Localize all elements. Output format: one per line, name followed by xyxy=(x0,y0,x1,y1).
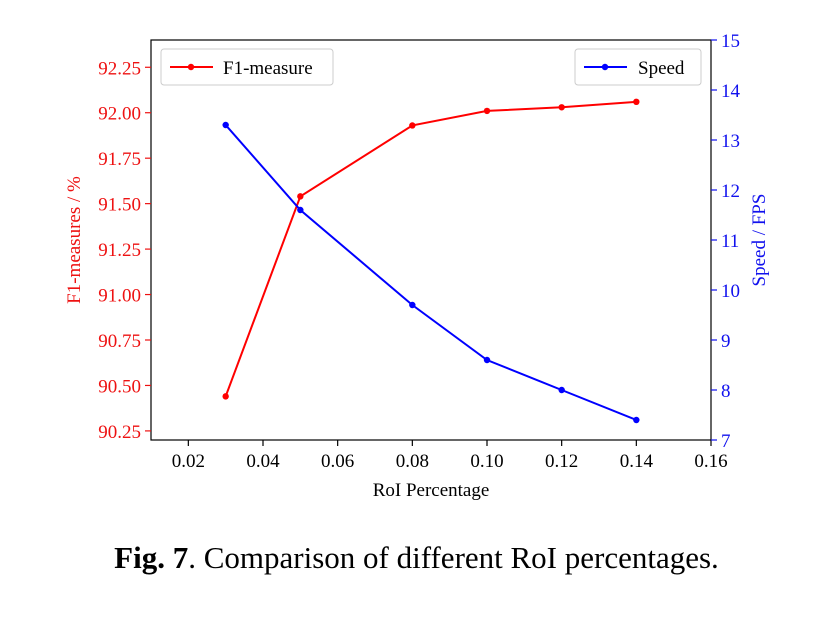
right-y-tick-label: 13 xyxy=(721,131,740,152)
data-point xyxy=(297,206,304,214)
legend-label-f1: F1-measure xyxy=(223,58,313,79)
right-y-tick-label: 15 xyxy=(721,31,740,52)
legend-label-speed: Speed xyxy=(638,58,685,79)
right-y-tick-label: 10 xyxy=(721,281,740,302)
left-y-tick-label: 91.75 xyxy=(98,149,141,170)
caption-text: . Comparison of different RoI percentage… xyxy=(188,540,719,575)
legend-box-right xyxy=(574,48,702,86)
data-point xyxy=(483,356,491,364)
data-point xyxy=(222,393,229,400)
left-y-tick-label: 90.75 xyxy=(98,331,141,352)
series-line-speed xyxy=(224,124,637,421)
right-y-axis-label: Speed / FPS xyxy=(749,194,770,287)
right-y-tick-label: 9 xyxy=(721,331,731,352)
x-tick-label: 0.08 xyxy=(396,451,429,472)
left-y-tick-label: 90.50 xyxy=(98,376,141,397)
x-tick-label: 0.06 xyxy=(321,451,354,472)
data-point xyxy=(558,386,565,394)
data-point xyxy=(222,121,229,129)
legend-box-left xyxy=(160,48,334,86)
x-tick-label: 0.04 xyxy=(246,451,280,472)
left-y-axis-label: F1-measures / % xyxy=(64,176,85,304)
plot-frame xyxy=(150,39,712,441)
data-point xyxy=(297,193,304,200)
data-point xyxy=(409,301,416,309)
series-line-f1-measure xyxy=(224,100,637,397)
data-point xyxy=(483,107,491,115)
x-tick-label: 0.12 xyxy=(545,451,578,472)
x-tick-label: 0.02 xyxy=(172,451,205,472)
figure-label: Fig. 7 xyxy=(114,540,189,575)
left-y-tick-label: 91.50 xyxy=(98,195,141,216)
x-axis-label: RoI Percentage xyxy=(373,480,490,501)
legend-marker-f1 xyxy=(187,63,195,71)
left-y-tick-label: 91.25 xyxy=(98,240,141,261)
left-y-tick-label: 91.00 xyxy=(98,286,141,307)
left-y-tick-label: 92.25 xyxy=(98,58,141,79)
right-y-tick-label: 8 xyxy=(721,381,731,402)
right-y-tick-label: 11 xyxy=(721,231,739,252)
right-y-tick-label: 7 xyxy=(721,431,731,452)
figure-caption: Fig. 7. Comparison of different RoI perc… xyxy=(0,540,833,576)
data-point xyxy=(633,98,640,106)
data-point xyxy=(558,104,565,111)
data-point xyxy=(409,122,416,129)
left-y-tick-label: 92.00 xyxy=(98,104,141,125)
left-y-tick-label: 90.25 xyxy=(98,422,141,443)
data-point xyxy=(633,416,640,424)
right-y-tick-label: 12 xyxy=(721,181,740,202)
right-y-tick-label: 14 xyxy=(721,81,741,102)
x-tick-label: 0.14 xyxy=(620,451,654,472)
legend-marker-speed xyxy=(601,63,609,71)
x-tick-label: 0.10 xyxy=(470,451,503,472)
chart: 0.02 0.04 0.06 0.08 0.10 0.12 0.14 0.16 RoI Perc… xyxy=(64,31,770,501)
x-tick-label: 0.16 xyxy=(694,451,727,472)
